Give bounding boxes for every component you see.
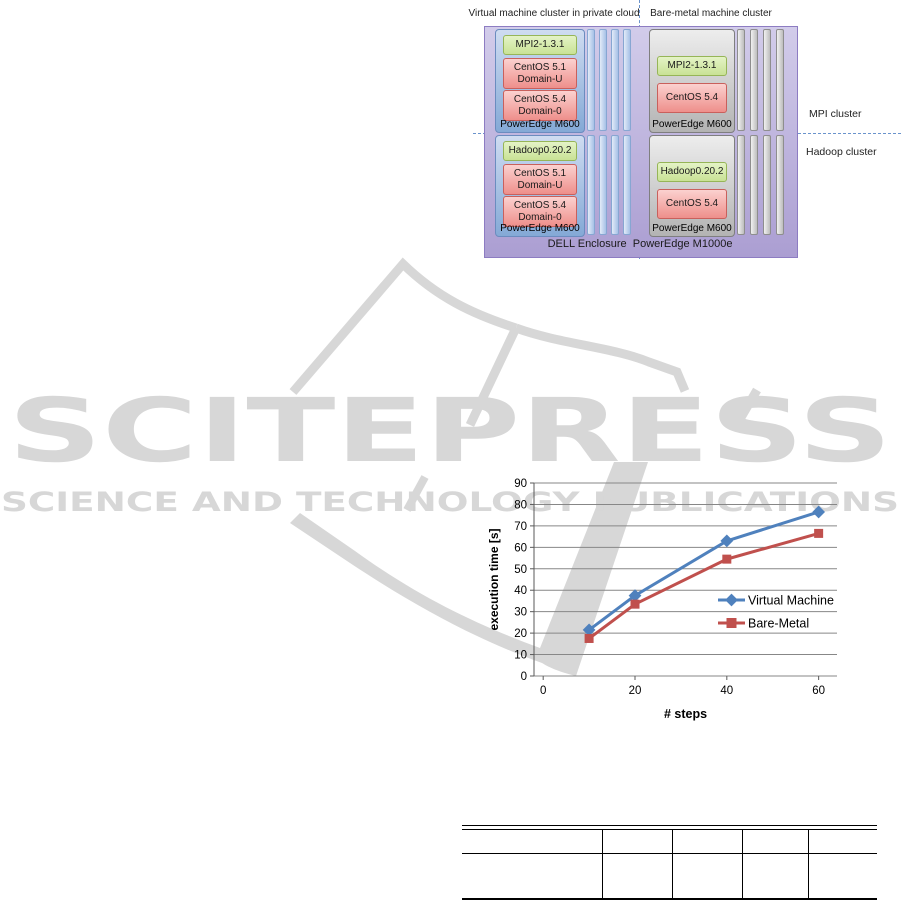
os-chip: CentOS 5.4 Domain-0 [503,196,577,227]
blade-slot [763,29,771,131]
legend-marker-diamond [725,593,738,607]
y-tick-label: 80 [514,499,527,511]
table-column-divider [808,830,809,900]
blade-slot [737,29,745,131]
execution-time-chart: 0 10 20 30 40 50 60 70 80 90 0 20 40 60 execution time… [487,478,837,721]
blade-slots-vm-hadoop [587,135,631,235]
blade-slots-vm-mpi [587,29,631,131]
blade-slot [611,29,619,131]
software-chip: MPI2-1.3.1 [503,35,577,55]
software-chip: Hadoop0.20.2 [657,162,727,182]
table-rule-top-outer [462,825,877,826]
series-marker-square [630,599,640,609]
mpi-cluster-label: MPI cluster [809,108,862,120]
y-tick-label: 50 [514,564,527,576]
os-chip: CentOS 5.1 Domain-U [503,164,577,195]
series-marker-square [722,554,732,564]
table-column-divider [672,830,673,900]
server-hardware-label: PowerEdge M600 [652,223,732,234]
blade-slot [776,135,784,235]
series-marker-square [584,633,594,643]
blade-slots-bm-mpi [737,29,784,131]
legend-marker-square [726,618,737,628]
software-chip: Hadoop0.20.2 [503,141,577,161]
table-column-divider [602,830,603,900]
table-rule-bottom [462,898,877,900]
y-tick-label: 90 [514,478,527,490]
os-chip: CentOS 5.4 [657,83,727,113]
server-vm-mpi: MPI2-1.3.1 CentOS 5.1 Domain-U CentOS 5.… [495,29,585,133]
x-tick-label: 0 [540,685,546,697]
os-chip: CentOS 5.1 Domain-U [503,58,577,89]
os-chip: CentOS 5.4 [657,189,727,219]
blade-slot [599,135,607,235]
table-rule-top-inner [462,829,877,830]
software-chip: MPI2-1.3.1 [657,56,727,76]
watermark-subtitle-text: SCIENCE AND TECHNOLOGY PUBLICATIONS [1,487,899,518]
series-marker-square [814,528,824,538]
os-chip: CentOS 5.4 Domain-0 [503,90,577,121]
y-tick-label: 10 [514,650,527,662]
server-vm-hadoop: Hadoop0.20.2 CentOS 5.1 Domain-U CentOS … [495,135,585,237]
blade-slot [776,29,784,131]
legend-label: Virtual Machine [748,594,834,608]
server-hardware-label: PowerEdge M600 [500,223,580,234]
y-tick-label: 0 [521,671,527,683]
x-tick-label: 40 [720,685,733,697]
blade-slot [587,29,595,131]
blade-slot [587,135,595,235]
series-marker-diamond [582,623,596,637]
y-tick-label: 30 [514,607,527,619]
results-table [462,825,877,902]
y-tick-label: 70 [514,521,527,533]
server-bm-mpi: MPI2-1.3.1 CentOS 5.4 PowerEdge M600 [649,29,735,133]
series-marker-diamond [720,534,734,548]
blade-slot [623,135,631,235]
blade-slot [623,29,631,131]
server-hardware-label: PowerEdge M600 [500,119,580,130]
vm-cluster-label: Virtual machine cluster in private cloud [468,8,640,19]
blade-slot [750,29,758,131]
y-tick-label: 40 [514,585,527,597]
series-line-0 [588,510,820,632]
x-axis-title: # steps [664,707,707,721]
blade-slot [599,29,607,131]
series-marker-diamond [812,505,826,519]
table-column-divider [742,830,743,900]
blade-slot [750,135,758,235]
table-rule-header-bottom [462,853,877,854]
server-hardware-label: PowerEdge M600 [652,119,732,130]
hadoop-cluster-label: Hadoop cluster [806,146,877,158]
bm-cluster-label: Bare-metal machine cluster [650,8,772,19]
blade-slot [763,135,771,235]
legend-label: Bare-Metal [748,617,809,631]
watermark-book-icon [289,257,761,512]
watermark-swoosh-icon [290,462,648,676]
y-axis-title: execution time [s] [487,528,501,630]
blade-slots-bm-hadoop [737,135,784,235]
x-tick-label: 20 [629,685,642,697]
enclosure-label: DELL Enclosure PowerEdge M1000e [547,238,733,250]
watermark-logo-text: SCITEPRESS [8,379,892,482]
x-tick-label: 60 [812,685,825,697]
server-bm-hadoop: Hadoop0.20.2 CentOS 5.4 PowerEdge M600 [649,135,735,237]
y-tick-label: 20 [514,628,527,640]
blade-slot [737,135,745,235]
y-tick-label: 60 [514,542,527,554]
blade-slot [611,135,619,235]
series-line-1 [588,531,820,640]
